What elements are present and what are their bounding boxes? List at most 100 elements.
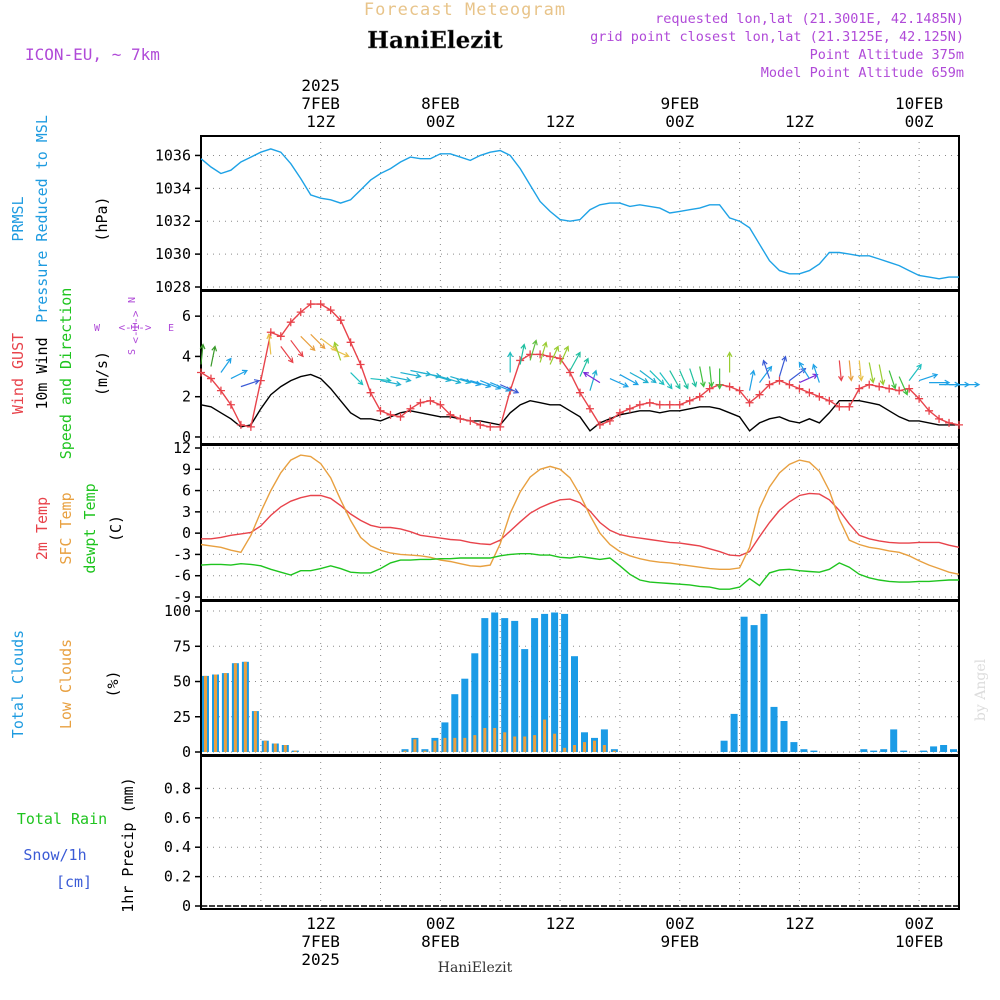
gust-marker <box>396 412 405 421</box>
total-cloud-bar <box>471 653 479 752</box>
panel-frame <box>200 600 960 756</box>
y-tick-label: 1036 <box>155 146 191 164</box>
axis-label: (m/s) <box>93 351 111 396</box>
axis-label: dewpt Temp <box>81 483 99 573</box>
wind-arrow <box>838 360 844 382</box>
wind-arrow <box>490 382 512 392</box>
axis-label: 2m Temp <box>33 497 51 560</box>
total-cloud-bar <box>501 618 509 752</box>
y-tick-label: 1032 <box>155 212 191 230</box>
axis-label: Pressure Reduced to MSL <box>33 115 51 323</box>
axis-label: Low Clouds <box>57 639 75 729</box>
y-tick-label: 1030 <box>155 245 191 263</box>
station-title: HaniElezit <box>367 27 503 54</box>
gust-marker <box>745 398 754 407</box>
wind-arrow <box>499 384 520 394</box>
panel-precip <box>195 755 960 910</box>
gust-marker <box>925 406 934 415</box>
wind-arrow <box>726 351 733 373</box>
bottom-time-label: 12Z <box>785 914 814 933</box>
wind-arrow <box>350 372 364 386</box>
y-tick-label: 3 <box>182 503 191 521</box>
gust-marker <box>605 416 614 425</box>
total-cloud-bar <box>441 722 449 752</box>
total-cloud-bar <box>740 616 748 752</box>
low-cloud-bar <box>483 728 487 752</box>
low-cloud-bar <box>413 739 417 752</box>
gust-marker <box>655 400 664 409</box>
wind-arrow <box>639 370 657 384</box>
gust-marker <box>496 422 505 431</box>
wind-arrow <box>898 376 909 396</box>
total-cloud-bar <box>880 749 888 752</box>
y-tick-label: 0 <box>182 897 191 915</box>
wind-arrow <box>799 373 819 384</box>
total-cloud-bar <box>930 746 938 752</box>
wind-arrow <box>649 370 665 386</box>
wind-arrow <box>290 339 304 358</box>
axis-label: (C) <box>107 515 125 542</box>
total-cloud-bar <box>730 713 738 752</box>
snow-unit-label: [cm] <box>56 873 92 891</box>
compass-ew: <-I-> <box>118 321 151 334</box>
gust-marker <box>805 388 814 397</box>
top-time-label: 7FEB <box>301 94 340 113</box>
total-cloud-bar <box>800 749 808 752</box>
top-time-label: 12Z <box>785 112 814 131</box>
y-tick-label: 100 <box>164 602 191 620</box>
gust-marker <box>665 400 674 409</box>
wind-arrow <box>589 369 598 391</box>
y-tick-label: 6 <box>182 482 191 500</box>
wind-arrow <box>669 370 681 390</box>
low-cloud-bar <box>513 736 517 752</box>
wind-arrow <box>529 339 538 361</box>
gust-marker <box>476 420 485 429</box>
gust-marker <box>935 414 944 423</box>
gust-marker <box>316 300 325 309</box>
gust-marker <box>875 382 884 391</box>
top-time-label: 9FEB <box>660 94 699 113</box>
low-cloud-bar <box>553 733 557 752</box>
y-tick-label: 75 <box>173 637 191 655</box>
wind-arrow <box>440 375 462 385</box>
wind-arrow <box>266 333 273 355</box>
gust-marker <box>326 306 335 315</box>
panel-wind <box>195 290 960 445</box>
wind-arrow <box>582 371 601 384</box>
low-cloud-bar <box>543 719 547 752</box>
low-cloud-bar <box>602 745 606 752</box>
wind-arrow <box>549 345 560 365</box>
y-tick-label: 50 <box>173 673 191 691</box>
gust-marker <box>206 374 215 383</box>
wind-arrow <box>609 378 630 388</box>
total-cloud-bar <box>531 618 539 752</box>
wind-arrow <box>559 345 570 365</box>
axis-label: Total Clouds <box>9 630 27 738</box>
gust-marker <box>585 404 594 413</box>
snow-label: Snow/1h <box>23 846 86 864</box>
gust-marker <box>785 380 794 389</box>
gust-marker <box>346 338 355 347</box>
gust-marker <box>466 416 475 425</box>
wind-gust-line <box>200 303 960 428</box>
gust-marker <box>735 386 744 395</box>
wind-arrow <box>380 380 402 387</box>
gust-marker <box>226 400 235 409</box>
wind-arrow <box>507 351 514 373</box>
gust-marker <box>775 376 784 385</box>
rain-label: Total Rain <box>17 810 107 828</box>
low-cloud-bar <box>273 743 277 752</box>
compass-n: N <box>127 297 138 303</box>
gust-marker <box>695 392 704 401</box>
y-tick-label: 6 <box>182 307 191 325</box>
bottom-time-label: 8FEB <box>421 932 460 951</box>
wind-arrow <box>470 380 492 389</box>
y-tick-label: -3 <box>173 545 191 563</box>
wind-arrow <box>708 366 715 388</box>
wind-arrows <box>199 333 981 396</box>
wind-arrow <box>908 363 922 381</box>
bottom-time-label: 12Z <box>306 914 335 933</box>
wind-arrow <box>857 360 864 382</box>
y-tick-label: -6 <box>173 567 191 585</box>
wind-arrow <box>619 374 639 386</box>
